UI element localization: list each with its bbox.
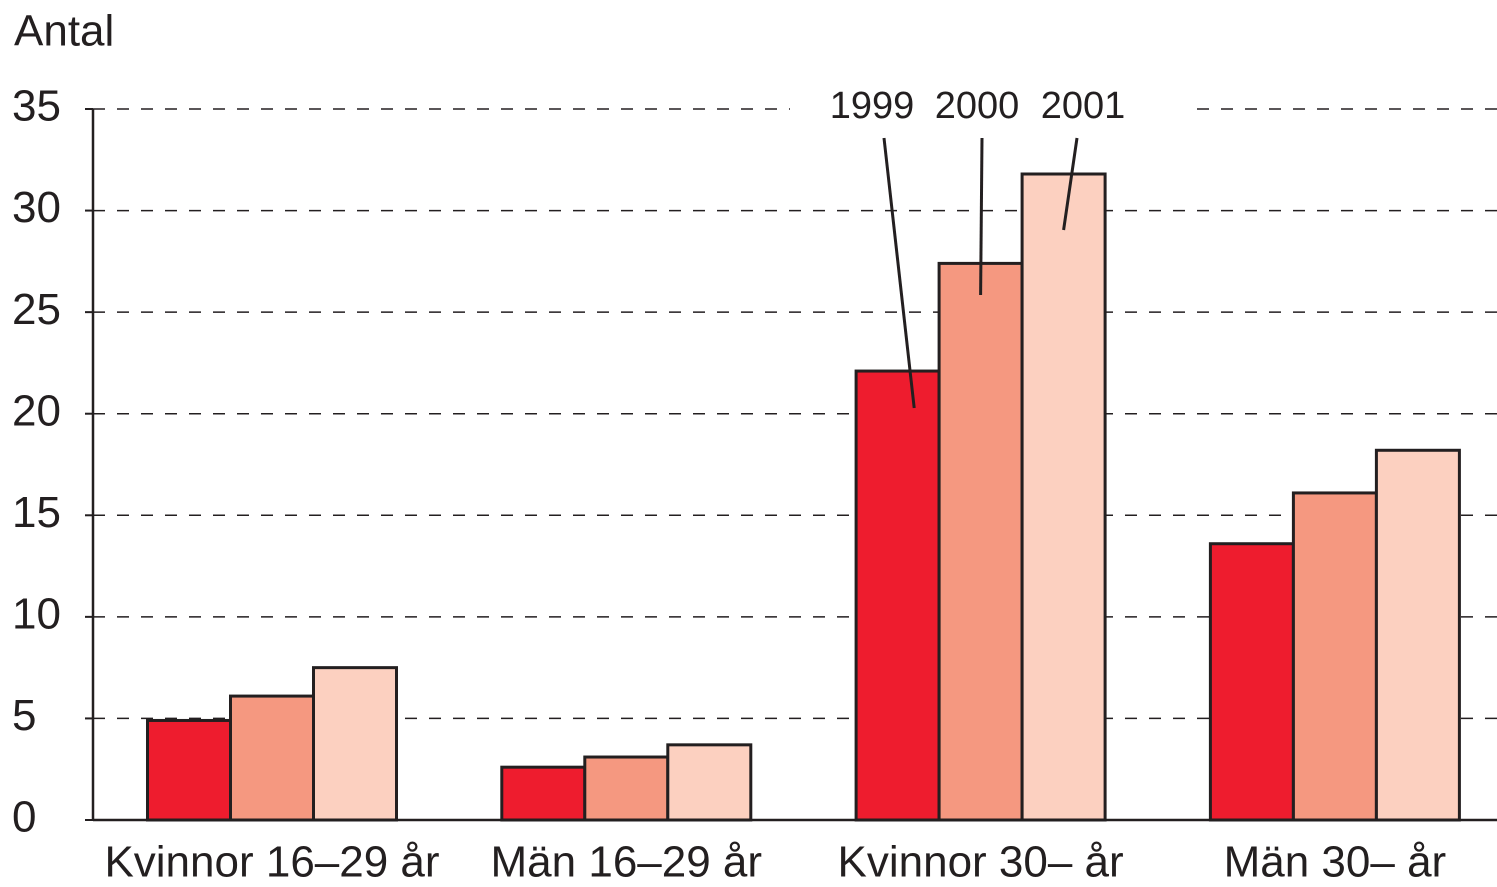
- x-tick-label: Män 30– år: [1224, 838, 1447, 887]
- bar: [583, 755, 670, 822]
- y-tick-label: 10: [12, 589, 61, 638]
- leader-line: [979, 137, 984, 296]
- bar: [500, 765, 587, 822]
- bar: [1374, 448, 1461, 822]
- y-tick-label: 15: [12, 488, 61, 537]
- bar: [937, 261, 1024, 822]
- y-tick-label: 20: [12, 386, 61, 435]
- y-tick-label: 25: [12, 285, 61, 334]
- bar: [666, 743, 753, 822]
- y-tick-label: 35: [12, 82, 61, 131]
- bar: [312, 666, 398, 822]
- x-tick-label: Kvinnor 16–29 år: [104, 838, 439, 887]
- bar: [229, 694, 315, 822]
- leader-line: [1062, 137, 1079, 231]
- y-tick-label: 5: [12, 691, 36, 740]
- y-tick-label: 30: [12, 183, 61, 232]
- series-label: 2001: [1041, 85, 1126, 127]
- leader-line: [882, 137, 916, 409]
- series-label: 1999: [830, 85, 915, 127]
- bar: [1291, 491, 1378, 822]
- label-backdrop: [790, 80, 1185, 140]
- x-tick-label: Kvinnor 30– år: [838, 838, 1124, 887]
- y-axis-label: Antal: [14, 7, 114, 56]
- bar: [146, 718, 232, 822]
- bar: [1020, 172, 1107, 822]
- y-tick-label: 0: [12, 793, 36, 842]
- bar: [1208, 542, 1295, 822]
- series-label: 2000: [935, 85, 1020, 127]
- bar: [854, 369, 941, 822]
- x-tick-label: Män 16–29 år: [491, 838, 763, 887]
